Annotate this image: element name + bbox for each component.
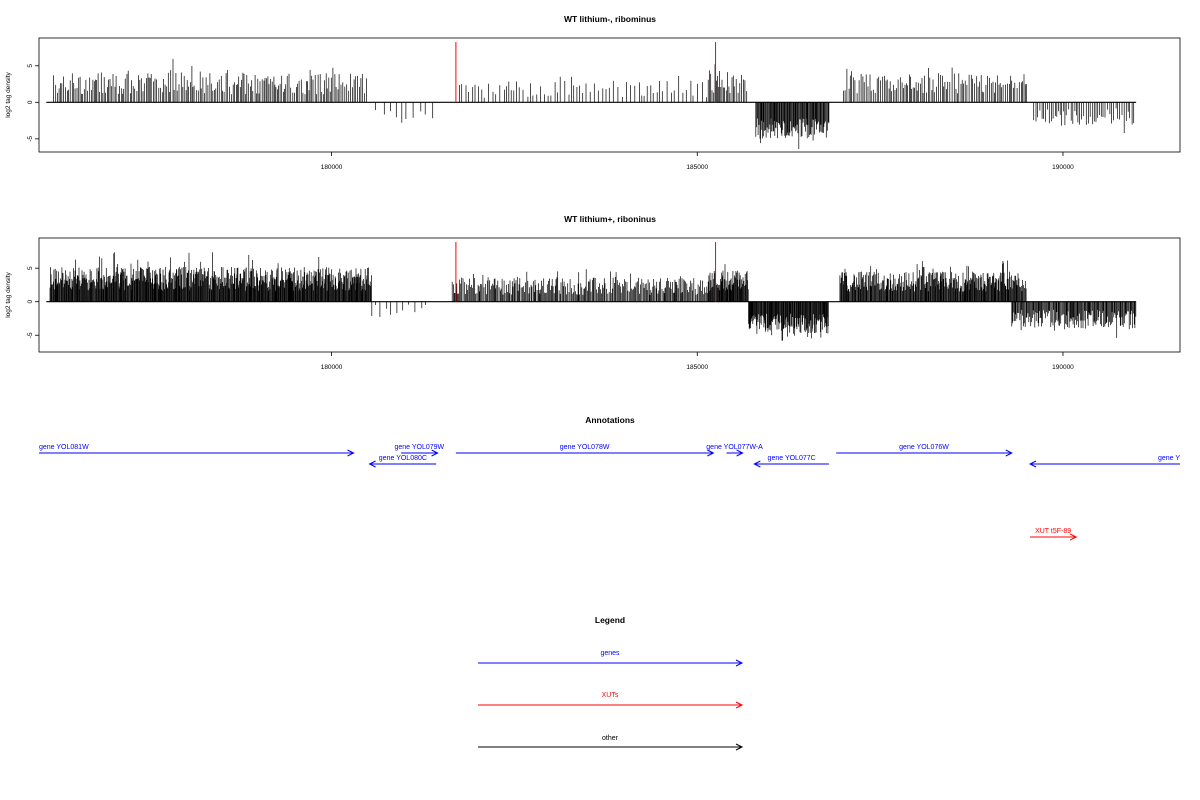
- arrow-left-icon: [1028, 460, 1180, 468]
- x-tick-label: 180000: [321, 164, 343, 171]
- annotation-label: gene YOL077W-A: [706, 444, 763, 451]
- y-tick-label: 0: [27, 300, 34, 304]
- arrow-right-icon: [478, 659, 744, 667]
- annotation-label: gene YOL078W: [560, 444, 610, 451]
- arrow-right-icon: [1030, 533, 1078, 541]
- arrow-head: [707, 449, 715, 457]
- y-tick-label: -5: [27, 136, 34, 142]
- annotation-label: gene YOL081W: [39, 444, 89, 451]
- arrow-right-icon: [836, 449, 1013, 457]
- arrow-right-icon: [478, 701, 744, 709]
- legend-item-other: other: [478, 735, 744, 751]
- y-tick-label: 5: [27, 64, 34, 68]
- track-title: WT lithium-, ribominus: [564, 14, 656, 24]
- legend: Legend genes XUTs other: [478, 615, 744, 751]
- y-tick-label: 0: [27, 100, 34, 104]
- red-markers: [455, 42, 717, 103]
- legend-label: XUTs: [602, 692, 619, 699]
- annotation-xut: XUT t5F-89: [1030, 528, 1078, 541]
- arrow-head: [431, 449, 439, 457]
- x-tick-label: 185000: [686, 364, 708, 371]
- track-title: WT lithium+, riboninus: [564, 214, 656, 224]
- annotation-gene: gene YOL080C: [368, 455, 437, 468]
- annotation-label: gene YOL076W: [899, 444, 949, 451]
- track-panel-lithium-minus: WT lithium-, ribominus log2 tag density …: [5, 14, 1181, 171]
- arrow-head: [735, 743, 744, 751]
- arrow-head: [736, 449, 744, 457]
- arrow-head: [1005, 449, 1013, 457]
- annotation-gene: gene YOL076W: [836, 444, 1013, 457]
- annotation-features: gene YOL081W gene YOL079W gene YOL080C gene…: [39, 444, 1180, 541]
- x-tick-label: 185000: [686, 164, 708, 171]
- density-bars: [46, 58, 1137, 150]
- arrow-head: [735, 701, 744, 709]
- y-tick-label: -5: [27, 332, 34, 338]
- arrow-right-icon: [39, 449, 355, 457]
- annotation-label: gene Y: [1158, 455, 1180, 462]
- legend-label: genes: [600, 650, 620, 657]
- annotation-label: XUT t5F-89: [1035, 528, 1071, 535]
- annotation-label: gene YOL077C: [768, 455, 816, 462]
- axes: -5 0 5 180000 185000 190000: [27, 237, 1181, 371]
- arrow-head: [368, 460, 376, 468]
- annotations-title: Annotations: [585, 415, 635, 425]
- arrow-right-icon: [726, 449, 744, 457]
- annotation-label: gene YOL079W: [394, 444, 444, 451]
- arrow-head: [735, 659, 744, 667]
- arrow-head: [1028, 460, 1037, 468]
- arrow-right-icon: [455, 449, 715, 457]
- plot-frame: [38, 237, 1181, 353]
- arrow-right-icon: [401, 449, 439, 457]
- annotation-gene: gene YOL079W: [394, 444, 445, 457]
- legend-title: Legend: [595, 615, 625, 625]
- density-bars: [46, 252, 1137, 341]
- annotation-gene: gene YOL077C: [753, 455, 829, 468]
- x-tick-label: 190000: [1052, 164, 1074, 171]
- annotation-gene: gene YOL078W: [455, 444, 715, 457]
- plot-frame: [38, 37, 1181, 153]
- annotation-gene: gene YOL077W-A: [706, 444, 763, 457]
- arrow-shape: [478, 659, 744, 667]
- annotation-label: gene YOL080C: [379, 455, 427, 462]
- y-tick-label: 5: [27, 266, 34, 270]
- arrow-head: [347, 449, 355, 457]
- axes: -5 0 5 180000 185000 190000: [27, 37, 1181, 171]
- arrow-shape: [478, 743, 744, 751]
- legend-item-xuts: XUTs: [478, 692, 744, 709]
- arrow-shape: [478, 701, 744, 709]
- arrow-left-icon: [368, 460, 437, 468]
- y-axis-label: log2 tag density: [5, 71, 12, 117]
- arrow-left-icon: [753, 460, 829, 468]
- arrow-head: [753, 460, 761, 468]
- annotation-gene: gene YOL081W: [39, 444, 355, 457]
- annotations-panel: Annotations gene YOL081W gene YOL079Wgene…: [39, 415, 1180, 541]
- x-tick-label: 190000: [1052, 364, 1074, 371]
- x-tick-label: 180000: [321, 364, 343, 371]
- annotation-gene: gene Y: [1028, 455, 1180, 468]
- red-markers: [455, 242, 717, 302]
- legend-label: other: [602, 735, 619, 742]
- y-axis-label: log2 tag density: [5, 271, 12, 317]
- legend-item-genes: genes: [478, 650, 744, 667]
- arrow-head: [1069, 533, 1078, 541]
- track-panel-lithium-plus: WT lithium+, riboninus log2 tag density …: [5, 214, 1181, 371]
- arrow-right-icon: [478, 743, 744, 751]
